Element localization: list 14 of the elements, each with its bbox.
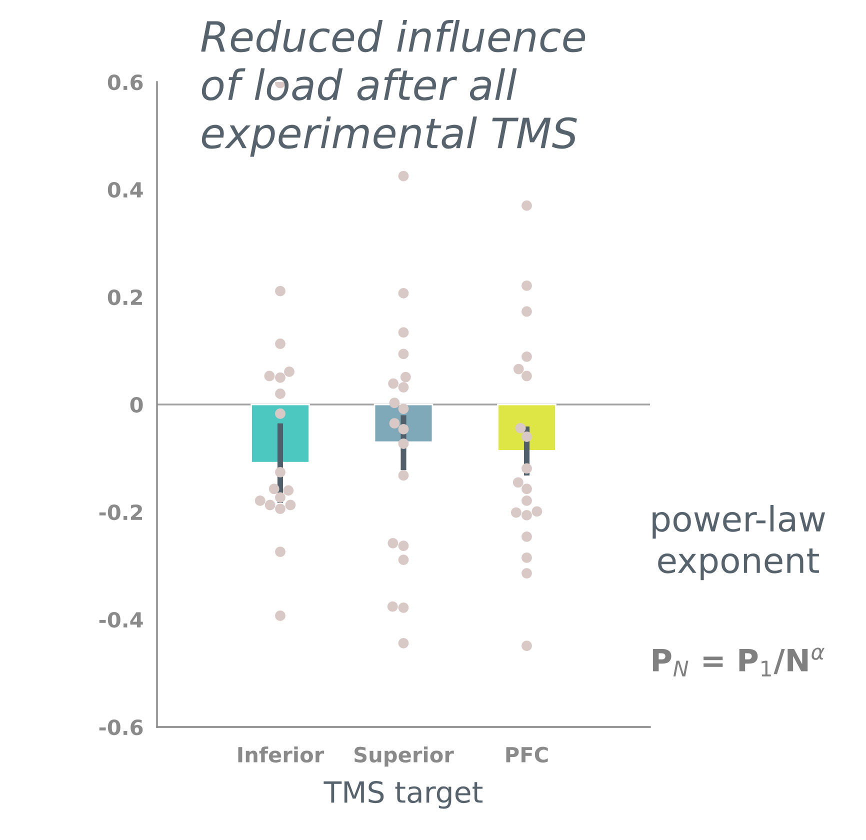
x-tick-label: PFC xyxy=(506,746,548,763)
y-tick-label: -0.6 xyxy=(99,719,143,736)
y-tick-label: -0.2 xyxy=(99,504,142,520)
y-tick-label: 0 xyxy=(130,396,143,413)
y-tick-label: 0.2 xyxy=(108,289,142,306)
x-axis-title: TMS target xyxy=(324,781,483,809)
y-tick-label: 0.4 xyxy=(108,182,143,198)
chart-title: Reduced influence of load after all experimental TMS xyxy=(201,20,586,157)
y-tick-label: 0.6 xyxy=(108,74,143,90)
y-tick-label: -0.4 xyxy=(99,612,143,628)
x-tick-label: Inferior xyxy=(238,746,324,763)
text: P$_{N}$ = P$_{1}$/N$^{α}$ xyxy=(652,648,825,676)
y-axis-title: power-law exponent xyxy=(652,505,826,580)
x-tick-label: Superior xyxy=(354,746,454,767)
